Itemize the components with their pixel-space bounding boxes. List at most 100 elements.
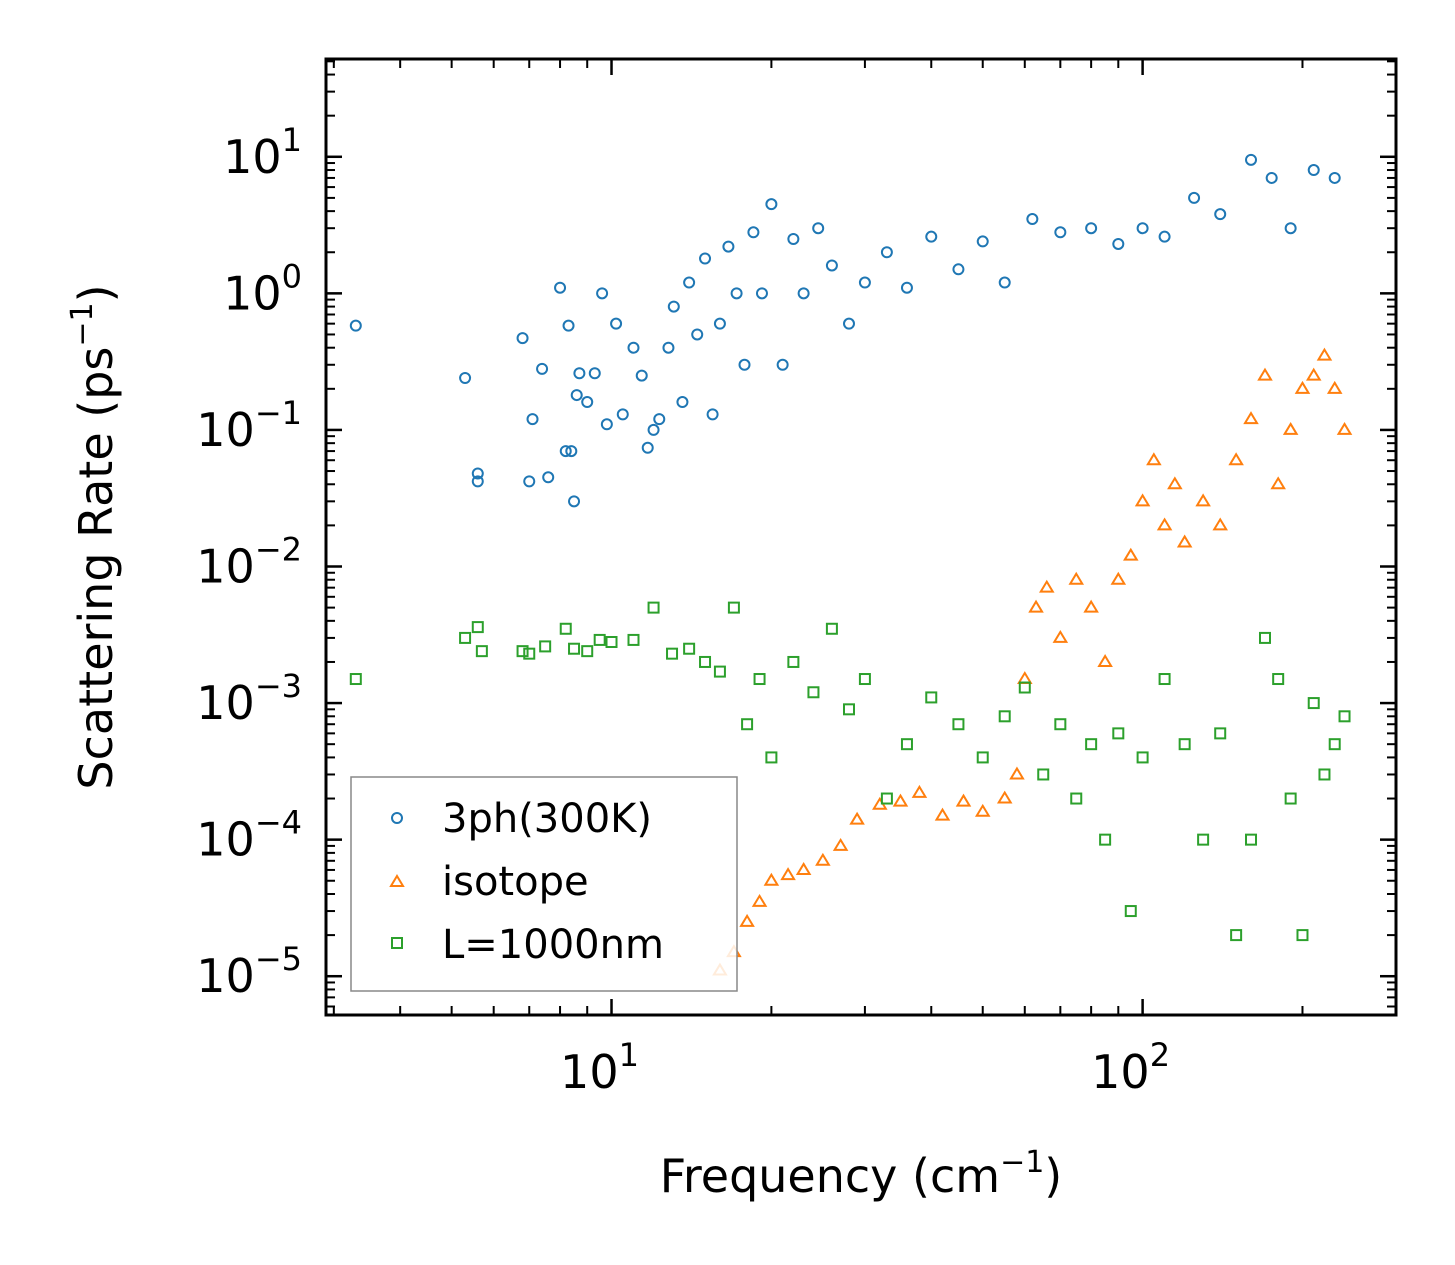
data-point <box>1282 421 1299 435</box>
data-point <box>706 408 719 421</box>
data-point <box>699 655 712 668</box>
legend-marker-L1000nm <box>391 937 403 949</box>
data-point <box>812 222 825 235</box>
data-point <box>842 703 855 716</box>
data-point <box>1176 534 1193 548</box>
data-point <box>627 341 640 354</box>
data-point <box>753 673 766 686</box>
y-tick-label: 101 <box>223 121 302 184</box>
data-point <box>1230 929 1243 942</box>
data-point <box>588 367 601 380</box>
series-layer <box>349 153 1353 976</box>
data-point <box>1284 792 1297 805</box>
data-point <box>581 396 594 409</box>
data-point <box>471 467 484 480</box>
y-tick-base: 10 <box>196 949 255 1003</box>
y-tick-label: 10−2 <box>196 530 302 593</box>
legend-marker-isotope <box>389 874 405 887</box>
data-point <box>1296 929 1309 942</box>
x-axis-title-sup: −1 <box>1000 1145 1044 1180</box>
data-point <box>647 423 660 436</box>
data-point <box>1195 493 1211 507</box>
data-point <box>1110 571 1127 585</box>
data-point <box>832 837 849 851</box>
data-point <box>662 341 675 354</box>
data-point <box>1134 493 1151 507</box>
data-point <box>471 475 484 488</box>
y-axis-title-tail: ) <box>69 284 123 302</box>
data-point <box>1214 727 1227 740</box>
data-point <box>1328 171 1341 184</box>
data-point <box>683 642 696 655</box>
data-point <box>667 300 680 313</box>
data-point <box>516 332 529 345</box>
data-point <box>849 811 865 825</box>
data-point <box>858 673 871 686</box>
x-axis-title-base: Frequency (cm <box>660 1149 1000 1203</box>
data-point <box>1307 164 1320 177</box>
data-point <box>581 645 594 658</box>
y-axis-title-base: Scattering Rate (ps <box>69 347 123 790</box>
data-point <box>730 287 743 300</box>
data-point <box>1328 738 1341 751</box>
data-point <box>1212 517 1228 531</box>
data-point <box>1245 153 1258 166</box>
data-point <box>892 793 909 807</box>
x-axis-title: Frequency (cm−1) <box>660 1145 1063 1203</box>
data-point <box>542 471 555 484</box>
data-point <box>911 784 928 798</box>
data-point <box>647 601 660 614</box>
data-point <box>1123 547 1139 561</box>
data-point <box>349 319 362 332</box>
data-point <box>842 317 855 330</box>
data-point <box>568 495 581 508</box>
data-point <box>554 281 567 294</box>
y-axis-title-sup: −1 <box>65 302 100 346</box>
data-point <box>787 233 800 246</box>
data-point <box>925 691 938 704</box>
data-point <box>539 640 552 653</box>
data-point <box>1136 222 1149 235</box>
data-point <box>641 441 654 454</box>
data-point <box>1243 411 1259 425</box>
data-point <box>825 622 838 635</box>
x-tick-exponent: 2 <box>1150 1036 1170 1074</box>
data-point <box>763 872 780 886</box>
y-axis-title: Scattering Rate (ps−1) <box>65 284 123 789</box>
data-point <box>1068 571 1085 585</box>
x-axis-title-tail: ) <box>1044 1149 1062 1203</box>
data-point <box>1305 367 1322 381</box>
tick-layer <box>326 59 1397 1015</box>
data-point <box>573 367 586 380</box>
legend-label-L1000nm: L=1000nm <box>442 922 664 968</box>
data-point <box>666 647 679 660</box>
y-tick-exponent: −2 <box>255 530 302 568</box>
data-point <box>1316 347 1333 361</box>
data-point <box>1338 710 1351 723</box>
data-point <box>976 751 989 764</box>
data-point <box>1070 792 1083 805</box>
data-point <box>1178 738 1191 751</box>
data-point <box>475 645 488 658</box>
data-point <box>523 475 536 488</box>
y-tick-base: 10 <box>196 403 255 457</box>
data-point <box>1054 718 1067 731</box>
data-point <box>600 418 613 431</box>
y-tick-label: 10−1 <box>196 394 302 457</box>
data-point <box>1099 833 1112 846</box>
data-point <box>568 642 581 655</box>
y-tick-base: 10 <box>196 676 255 730</box>
data-point <box>1188 191 1201 204</box>
data-point <box>1307 697 1320 710</box>
data-point <box>780 867 796 881</box>
data-point <box>900 738 913 751</box>
y-tick-exponent: −3 <box>255 667 302 705</box>
data-point <box>795 861 812 875</box>
data-point <box>1054 226 1067 239</box>
data-point <box>1257 367 1273 381</box>
data-point <box>1039 579 1055 593</box>
data-point <box>1124 905 1137 918</box>
data-point <box>925 230 938 243</box>
legend-frame <box>350 776 738 992</box>
